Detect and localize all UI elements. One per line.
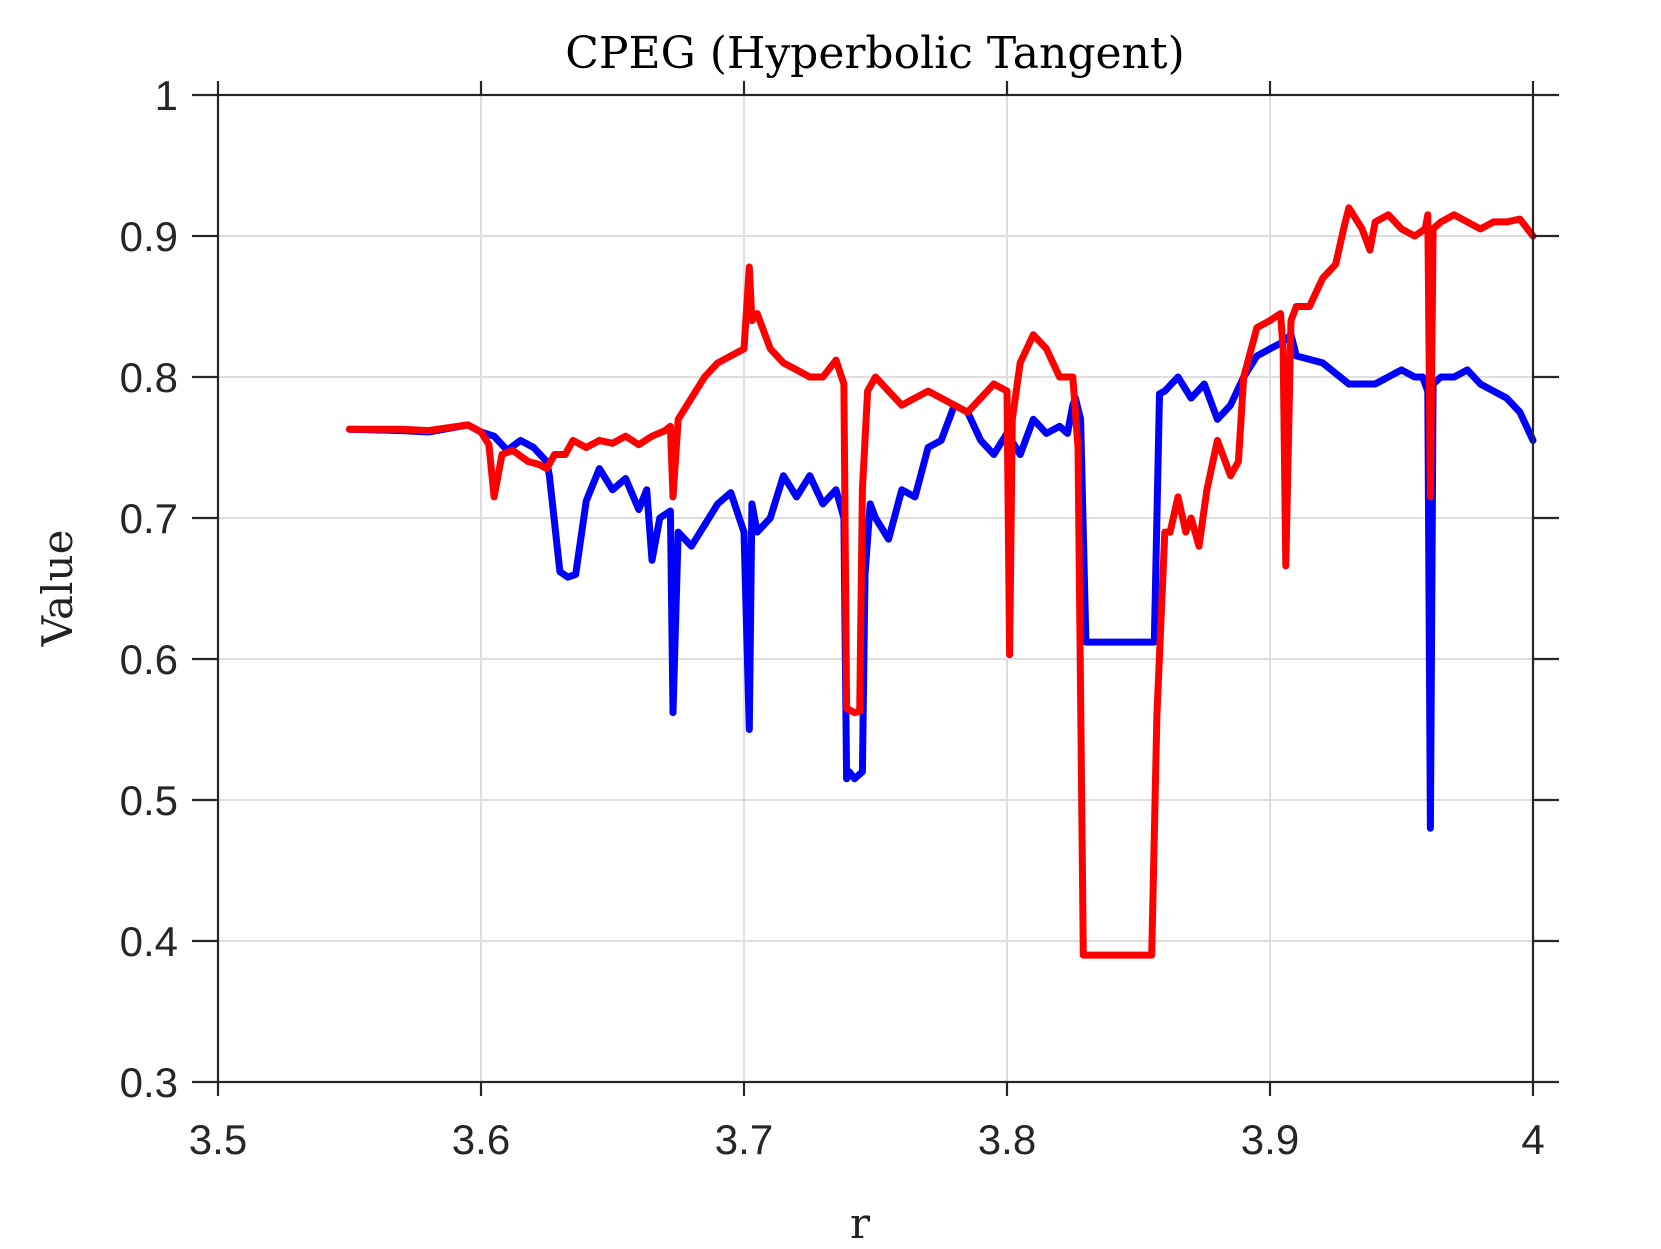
- y-tick-label: 0.6: [120, 636, 178, 683]
- series-layer: [346, 204, 1537, 959]
- x-tick-label: 3.9: [1241, 1116, 1299, 1163]
- y-tick-label: 0.8: [120, 354, 178, 401]
- series-line-1: [346, 331, 1537, 832]
- plot-area-border: [216, 93, 1535, 1084]
- x-tick-label: 3.7: [715, 1116, 773, 1163]
- y-tick-label: 0.4: [120, 918, 178, 965]
- chart-title: CPEG (Hyperbolic Tangent): [565, 28, 1184, 79]
- x-tick-label: 4: [1521, 1116, 1544, 1163]
- ticks: 3.5 3.6 3.7 3.8 3.9 4 0.3 0.4 0.5 0.6 0.7 0.8 0.9 1: [120, 72, 1559, 1163]
- series-line-2: [346, 204, 1537, 959]
- y-tick-label: 0.9: [120, 213, 178, 260]
- y-axis-label: Value: [33, 530, 82, 648]
- x-tick-label: 3.6: [452, 1116, 510, 1163]
- axes: [216, 93, 1535, 1084]
- x-axis-label: r: [850, 1199, 871, 1248]
- y-tick-label: 0.7: [120, 495, 178, 542]
- grid-lines: [218, 95, 1533, 1082]
- x-tick-label: 3.5: [189, 1116, 247, 1163]
- y-tick-label: 0.5: [120, 777, 178, 824]
- y-tick-label: 0.3: [120, 1059, 178, 1106]
- y-tick-label: 1: [155, 72, 178, 119]
- x-tick-label: 3.8: [978, 1116, 1036, 1163]
